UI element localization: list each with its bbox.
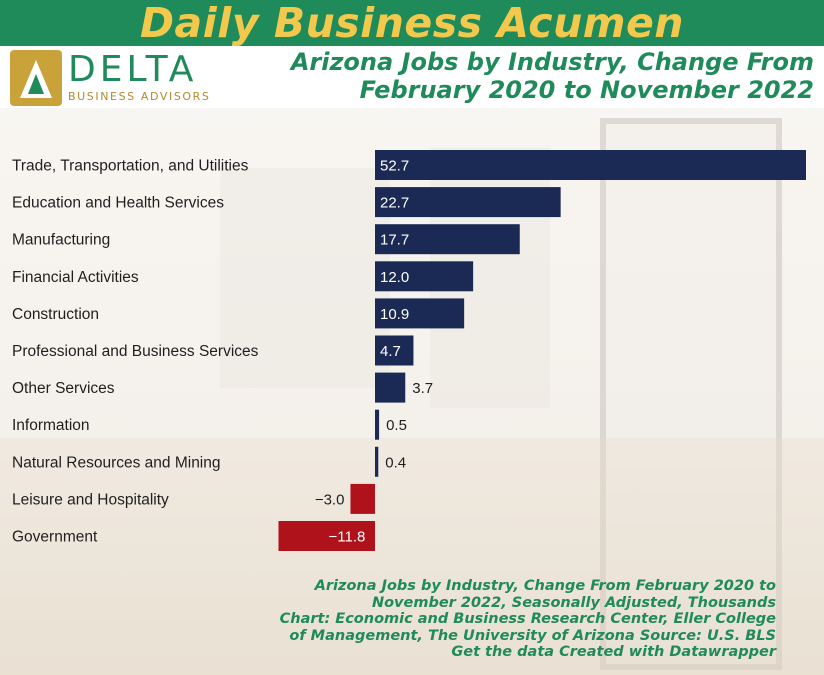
category-label-trade-transportation-and-utilities: Trade, Transportation, and Utilities (12, 158, 249, 175)
bar-education-and-health-services (375, 187, 561, 218)
category-label-leisure-and-hospitality: Leisure and Hospitality (12, 491, 169, 508)
delta-logo: DELTA BUSINESS ADVISORS (10, 50, 230, 106)
category-label-other-services: Other Services (12, 380, 115, 397)
bar-leisure-and-hospitality (350, 483, 375, 514)
value-label-other-services: 3.7 (412, 380, 433, 397)
value-label-leisure-and-hospitality: −3.0 (315, 491, 345, 508)
value-label-financial-activities: 12.0 (380, 269, 409, 286)
chart-title-line-2: February 2020 to November 2022 (359, 76, 814, 104)
category-label-construction: Construction (12, 306, 99, 323)
value-label-manufacturing: 17.7 (380, 232, 409, 249)
logo-wordmark: DELTA (68, 49, 198, 90)
footer-line-3: Chart: Economic and Business Research Ce… (279, 611, 776, 627)
footer-line-4: of Management, The University of Arizona… (289, 627, 776, 644)
category-label-education-and-health-services: Education and Health Services (12, 195, 224, 212)
value-label-trade-transportation-and-utilities: 52.7 (380, 158, 409, 175)
bar-chart: Trade, Transportation, and Utilities 52.7… (12, 150, 806, 551)
bar-construction (375, 298, 465, 329)
value-label-professional-and-business-services: 4.7 (380, 343, 401, 360)
chart-title-line-1: Arizona Jobs by Industry, Change From (290, 48, 814, 76)
bar-government (278, 521, 375, 551)
category-label-manufacturing: Manufacturing (12, 232, 110, 249)
category-label-professional-and-business-services: Professional and Business Services (12, 343, 259, 360)
bar-financial-activities (375, 261, 474, 292)
bar-other-services (375, 372, 406, 403)
footer-line-1: Arizona Jobs by Industry, Change From Fe… (314, 578, 776, 594)
category-label-natural-resources-and-mining: Natural Resources and Mining (12, 454, 221, 471)
chart-title: Arizona Jobs by Industry, Change From Fe… (234, 48, 814, 104)
bar-information (375, 409, 380, 440)
category-label-financial-activities: Financial Activities (12, 269, 139, 286)
banner-title: Daily Business Acumen (140, 0, 684, 47)
bar-professional-and-business-services (375, 335, 414, 366)
value-label-education-and-health-services: 22.7 (380, 195, 409, 212)
value-label-information: 0.5 (386, 417, 407, 434)
value-label-natural-resources-and-mining: 0.4 (385, 454, 406, 471)
footer-line-2: November 2022, Seasonally Adjusted, Thou… (371, 594, 776, 611)
value-label-construction: 10.9 (380, 306, 409, 323)
subheader-strip (0, 46, 824, 108)
category-label-information: Information (12, 417, 90, 434)
bar-trade-transportation-and-utilities (375, 150, 806, 180)
bar-manufacturing (375, 224, 520, 255)
bar-natural-resources-and-mining (375, 446, 379, 477)
category-label-government: Government (12, 529, 98, 546)
value-label-government: −11.8 (328, 529, 365, 546)
delta-triangle-icon (10, 50, 62, 106)
footer-line-5: Get the data Created with Datawrapper (451, 644, 776, 660)
chart-footer: Arizona Jobs by Industry, Change From Fe… (216, 578, 776, 661)
logo-tagline: BUSINESS ADVISORS (68, 90, 211, 103)
banner: Daily Business Acumen (0, 0, 824, 46)
